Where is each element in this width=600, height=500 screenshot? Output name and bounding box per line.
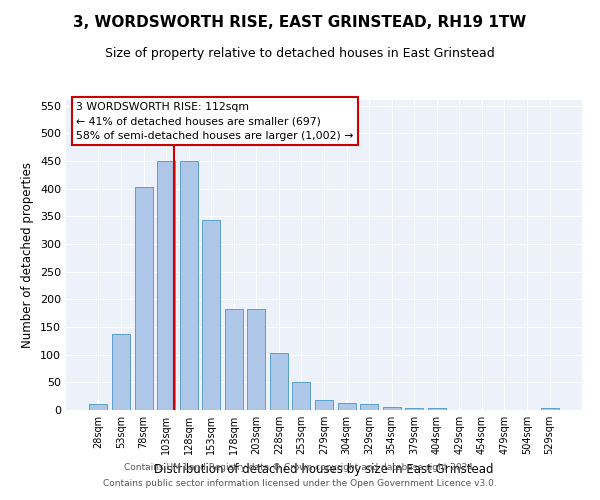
Bar	[247, 309, 265, 410]
Bar	[157, 161, 175, 410]
Bar	[338, 403, 356, 410]
Text: Contains HM Land Registry data © Crown copyright and database right 2024.: Contains HM Land Registry data © Crown c…	[124, 464, 476, 472]
X-axis label: Distribution of detached houses by size in East Grinstead: Distribution of detached houses by size …	[154, 462, 494, 475]
Bar	[89, 404, 107, 410]
Bar	[541, 408, 559, 410]
Bar	[292, 382, 310, 410]
Text: 3, WORDSWORTH RISE, EAST GRINSTEAD, RH19 1TW: 3, WORDSWORTH RISE, EAST GRINSTEAD, RH19…	[73, 15, 527, 30]
Bar	[270, 353, 288, 410]
Text: Size of property relative to detached houses in East Grinstead: Size of property relative to detached ho…	[105, 48, 495, 60]
Bar	[112, 334, 130, 410]
Bar	[225, 309, 243, 410]
Bar	[134, 188, 152, 410]
Bar	[202, 220, 220, 410]
Bar	[428, 408, 446, 410]
Bar	[383, 407, 401, 410]
Bar	[360, 404, 378, 410]
Bar	[179, 161, 198, 410]
Bar	[405, 408, 423, 410]
Text: 3 WORDSWORTH RISE: 112sqm
← 41% of detached houses are smaller (697)
58% of semi: 3 WORDSWORTH RISE: 112sqm ← 41% of detac…	[76, 102, 353, 141]
Y-axis label: Number of detached properties: Number of detached properties	[22, 162, 34, 348]
Bar	[315, 400, 333, 410]
Text: Contains public sector information licensed under the Open Government Licence v3: Contains public sector information licen…	[103, 478, 497, 488]
